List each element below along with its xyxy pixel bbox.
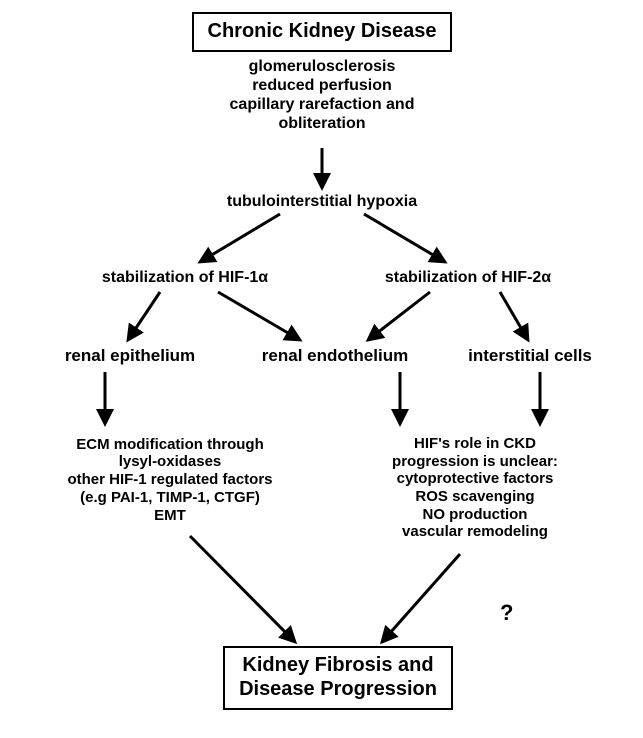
hypoxia-text: tubulointerstitial hypoxia bbox=[227, 193, 417, 210]
edge-hypoxia-bottom-right-to-hif2-top bbox=[364, 214, 445, 262]
edge-role-bottom-to-outcome-top-right bbox=[382, 554, 460, 642]
ecm-line-3: other HIF-1 regulated factors bbox=[67, 471, 272, 489]
node-interstitial: interstitial cells bbox=[468, 346, 592, 366]
ecm-line-2: lysyl-oxidases bbox=[67, 453, 272, 471]
title-text: Chronic Kidney Disease bbox=[208, 20, 437, 42]
ecm-line-1: ECM modification through bbox=[67, 436, 272, 454]
node-endothelium: renal endothelium bbox=[262, 346, 408, 366]
question-text: ? bbox=[500, 600, 513, 625]
role-line-3: cytoprotective factors bbox=[392, 470, 558, 488]
edge-hypoxia-bottom-left-to-hif1-top bbox=[200, 214, 280, 262]
causes-line-3: capillary rarefaction and bbox=[230, 96, 415, 115]
causes-line-1: glomerulosclerosis bbox=[230, 58, 415, 77]
hif1-text: stabilization of HIF-1α bbox=[102, 269, 268, 286]
causes-line-4: obliteration bbox=[230, 115, 415, 134]
node-causes: glomerulosclerosis reduced perfusion cap… bbox=[230, 58, 415, 134]
node-question: ? bbox=[500, 600, 513, 626]
edge-hif2-bottom-left-to-endothelium-top-r bbox=[368, 292, 430, 340]
role-line-1: HIF's role in CKD bbox=[392, 435, 558, 453]
role-line-6: vascular remodeling bbox=[392, 523, 558, 541]
edge-ecm-bottom-to-outcome-top-left bbox=[190, 536, 295, 642]
edge-hif2-bottom-right-to-interstitial-top bbox=[500, 292, 528, 340]
edge-hif1-bottom-right-to-endothelium-top-l bbox=[218, 292, 300, 340]
node-title: Chronic Kidney Disease bbox=[192, 12, 453, 52]
endothelium-text: renal endothelium bbox=[262, 346, 408, 365]
node-epithelium: renal epithelium bbox=[65, 346, 195, 366]
diagram-canvas: Chronic Kidney Disease glomerulosclerosi… bbox=[0, 0, 643, 738]
ecm-line-4: (e.g PAI-1, TIMP-1, CTGF) bbox=[67, 489, 272, 507]
edge-hif1-bottom-left-to-epithelium-top bbox=[128, 292, 160, 340]
node-hif1: stabilization of HIF-1α bbox=[102, 269, 268, 288]
node-role: HIF's role in CKD progression is unclear… bbox=[392, 435, 558, 541]
node-ecm: ECM modification through lysyl-oxidases … bbox=[67, 436, 272, 524]
node-hif2: stabilization of HIF-2α bbox=[385, 269, 551, 288]
interstitial-text: interstitial cells bbox=[468, 346, 592, 365]
hif2-text: stabilization of HIF-2α bbox=[385, 269, 551, 286]
node-outcome: Kidney Fibrosis and Disease Progression bbox=[223, 646, 453, 709]
node-hypoxia: tubulointerstitial hypoxia bbox=[227, 193, 417, 212]
role-line-4: ROS scavenging bbox=[392, 488, 558, 506]
ecm-line-5: EMT bbox=[67, 507, 272, 525]
role-line-5: NO production bbox=[392, 506, 558, 524]
outcome-line-2: Disease Progression bbox=[239, 678, 437, 702]
causes-line-2: reduced perfusion bbox=[230, 77, 415, 96]
epithelium-text: renal epithelium bbox=[65, 346, 195, 365]
role-line-2: progression is unclear: bbox=[392, 453, 558, 471]
outcome-line-1: Kidney Fibrosis and bbox=[239, 654, 437, 678]
